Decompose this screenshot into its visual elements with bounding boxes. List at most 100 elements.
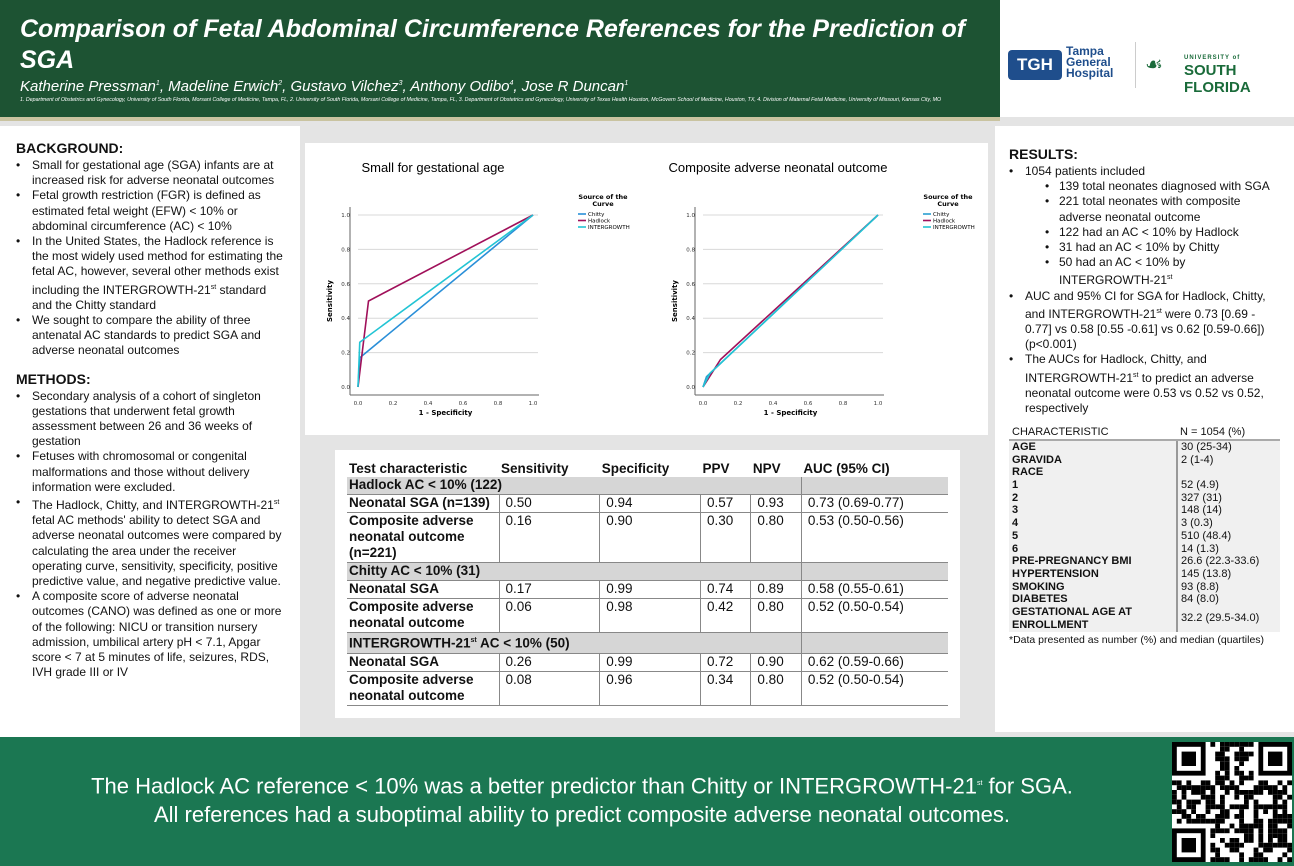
list-item: Fetal growth restriction (FGR) is define… — [16, 188, 284, 234]
result-text: The AUCs for Hadlock, Chitty, and INTERG… — [1025, 352, 1264, 416]
group-empty-cell — [800, 562, 948, 581]
table-cell: GESTATIONAL AGE AT ENROLLMENT — [1009, 606, 1177, 632]
table-row: SMOKING 93 (8.8) — [1009, 580, 1280, 594]
usf-logo-main: SOUTH FLORIDA — [1184, 62, 1251, 96]
chart-title: Small for gestational age — [361, 160, 504, 175]
series-line-intergrowth — [357, 214, 534, 388]
series-line-hadlock — [702, 214, 879, 388]
table-cell: 0.16 — [498, 512, 600, 563]
characteristics-table: CHARACTERISTIC N = 1054 (%) AGE 30 (25-34) G… — [1009, 426, 1280, 632]
legend-label: Chitty — [933, 212, 950, 218]
table-cell: 0.93 — [750, 494, 802, 513]
group-empty-cell — [800, 632, 948, 654]
table-cell: 0.30 — [700, 512, 751, 563]
header-row: CHARACTERISTIC N = 1054 (%) — [1009, 426, 1280, 441]
table-cell: RACE — [1009, 466, 1177, 480]
y-axis-label: Sensitivity — [671, 280, 679, 322]
table-row: Neonatal SGA 0.17 0.99 0.74 0.89 0.58 (0.55-0… — [347, 580, 948, 599]
list-item: Secondary analysis of a cohort of single… — [16, 389, 284, 450]
table-cell: 145 (13.8) — [1176, 567, 1280, 581]
qr-code[interactable] — [1172, 742, 1292, 862]
group-label: Chitty AC < 10% (31) — [347, 562, 802, 581]
table-row: Composite adverse neonatal outcome (n=22… — [347, 512, 948, 563]
table-cell: 0.57 — [700, 494, 751, 513]
result-subitem: 31 had an AC < 10% by Chitty — [1045, 240, 1280, 255]
table-row: 2 327 (31) — [1009, 491, 1280, 505]
table-row: HYPERTENSION 145 (13.8) — [1009, 567, 1280, 581]
table-footnote: *Data presented as number (%) and median… — [1009, 633, 1265, 646]
result-item: The AUCs for Hadlock, Chitty, and INTERG… — [1009, 352, 1280, 416]
y-tick-label: 1.0 — [341, 213, 350, 219]
table-cell: 3 — [1009, 504, 1177, 518]
table-cell: 0.52 (0.50-0.54) — [800, 671, 948, 706]
author-list: Katherine Pressman1, Madeline Erwich2, G… — [20, 78, 980, 95]
legend-label: Hadlock — [933, 219, 956, 225]
result-text: AUC and 95% CI for SGA for Hadlock, Chit… — [1025, 288, 1266, 352]
y-tick-label: 0.8 — [341, 247, 350, 253]
column-header: Specificity — [601, 461, 670, 476]
table-cell: 2 — [1009, 491, 1177, 505]
table-cell: Composite adverse neonatal outcome — [347, 671, 499, 706]
x-tick-label: 0.4 — [769, 401, 778, 407]
table-row: RACE — [1009, 466, 1280, 480]
y-tick-label: 0.6 — [686, 282, 695, 288]
x-tick-label: 0.0 — [354, 401, 363, 407]
table-cell: 0.80 — [750, 512, 802, 563]
table-cell — [1176, 466, 1280, 480]
roc-charts-panel: Small for gestational age 0.0 0.2 0.4 0.6 0.8… — [305, 143, 988, 435]
x-axis-label: 1 - Specificity — [764, 409, 818, 417]
table-cell: 84 (8.0) — [1176, 593, 1280, 607]
table-cell: 0.53 (0.50-0.56) — [800, 512, 948, 563]
x-tick-label: 0.2 — [734, 401, 743, 407]
usf-bull-icon: ☙ — [1145, 54, 1163, 76]
logo-area: TGH Tampa General Hospital ☙ UNIVERSITY … — [1000, 0, 1294, 117]
column-header: Test characteristic — [349, 461, 468, 476]
test-characteristics-panel: Test characteristic Sensitivity Specificit… — [335, 450, 960, 718]
chart-title: Composite adverse neonatal outcome — [669, 160, 888, 175]
roc-chart-sga: Small for gestational age 0.0 0.2 0.4 0.6 0.8… — [326, 160, 630, 417]
table-cell: 0.52 (0.50-0.54) — [800, 598, 948, 633]
result-sublist: 139 total neonates diagnosed with SGA221… — [1025, 179, 1280, 288]
column-header: Sensitivity — [501, 461, 569, 476]
table-cell: GRAVIDA — [1009, 453, 1177, 467]
y-tick-label: 0.0 — [341, 385, 350, 391]
x-tick-label: 0.8 — [494, 401, 503, 407]
table-cell: DIABETES — [1009, 593, 1177, 607]
table-cell: 0.80 — [750, 671, 802, 706]
table-cell: 0.80 — [750, 598, 802, 633]
table-cell: SMOKING — [1009, 580, 1177, 594]
author: Jose R Duncan1 — [521, 78, 629, 95]
methods-list: Secondary analysis of a cohort of single… — [16, 389, 284, 681]
x-tick-label: 0.2 — [389, 401, 398, 407]
table-row: Composite adverse neonatal outcome 0.06 0.… — [347, 598, 948, 633]
list-item: We sought to compare the ability of thre… — [16, 313, 284, 359]
table-cell: 0.73 (0.69-0.77) — [800, 494, 948, 513]
table-cell: 0.89 — [750, 580, 802, 599]
table-cell: 0.62 (0.59-0.66) — [800, 653, 948, 672]
logo-divider — [1135, 42, 1136, 88]
header-divider — [0, 117, 1000, 121]
roc-chart-composite: Composite adverse neonatal outcome 0.0 0.2… — [669, 160, 975, 417]
table-row: Composite adverse neonatal outcome 0.08 0.… — [347, 671, 948, 706]
table-cell: 6 — [1009, 542, 1177, 556]
poster-header: Comparison of Fetal Abdominal Circumfere… — [0, 0, 1000, 117]
legend-title: Source of the Curve — [578, 193, 628, 208]
table-cell: 0.94 — [599, 494, 701, 513]
table-cell: 0.34 — [700, 671, 751, 706]
table-cell: 0.74 — [700, 580, 751, 599]
results-list: 1054 patients included139 total neonates… — [1009, 164, 1280, 416]
column-header: N = 1054 (%) — [1177, 426, 1280, 441]
table-cell: Composite adverse neonatal outcome (n=22… — [347, 512, 499, 563]
x-tick-label: 0.6 — [459, 401, 468, 407]
table-row: 5 510 (48.4) — [1009, 529, 1280, 543]
table-cell: 1 — [1009, 479, 1177, 492]
tgh-logo: TGH — [1008, 50, 1062, 80]
table-cell: 3 (0.3) — [1176, 517, 1280, 530]
author: Anthony Odibo4, — [410, 78, 522, 95]
group-empty-cell — [800, 477, 948, 495]
table-cell: Composite adverse neonatal outcome — [347, 598, 499, 633]
table-row: PRE-PREGNANCY BMI 26.6 (22.3-33.6) — [1009, 555, 1280, 568]
table-row: Neonatal SGA (n=139) 0.50 0.94 0.57 0.93 0.73… — [347, 494, 948, 513]
y-tick-label: 0.6 — [341, 282, 350, 288]
